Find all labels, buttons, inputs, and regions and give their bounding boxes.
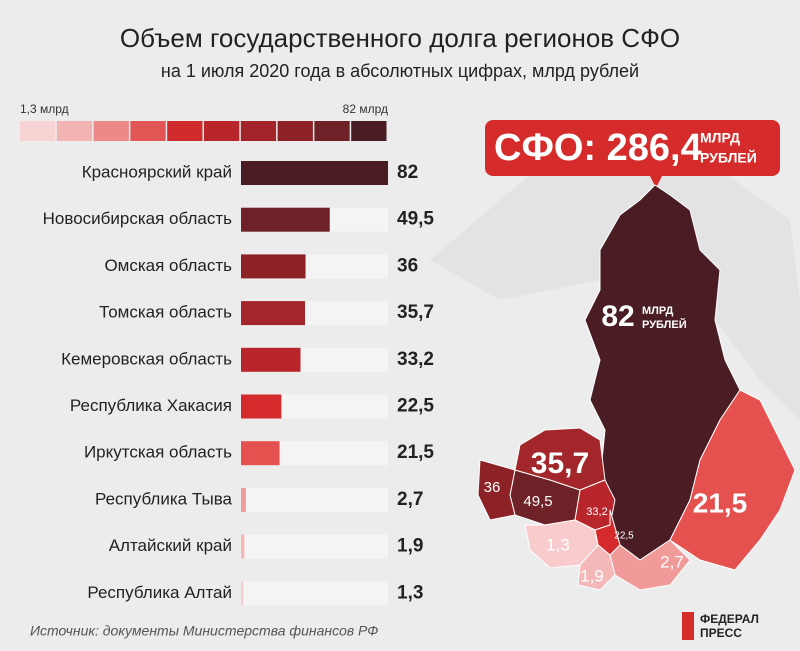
total-badge	[485, 120, 780, 176]
scale-swatch	[277, 121, 313, 141]
map-unit: РУБЛЕЙ	[642, 318, 687, 331]
map-value-label: 1,3	[546, 535, 570, 554]
bar-track	[241, 581, 388, 606]
bar	[241, 581, 244, 606]
scale-swatch	[130, 121, 166, 141]
scale-min-label: 1,3 млрд	[20, 102, 69, 116]
value-label: 36	[397, 255, 418, 276]
map-value-label: 21,5	[693, 487, 748, 518]
scale-swatch	[20, 121, 56, 141]
bar	[241, 207, 330, 232]
bar-track	[241, 487, 388, 512]
map-value-label: 2,7	[660, 552, 684, 571]
value-label: 1,9	[397, 536, 423, 557]
map-value-label: 22,5	[614, 531, 634, 542]
total-unit: РУБЛЕЙ	[700, 149, 757, 166]
value-label: 2,7	[397, 489, 423, 510]
value-label: 1,3	[397, 582, 423, 603]
category-label: Омская область	[104, 256, 232, 275]
scale-swatch	[56, 121, 93, 141]
bar	[241, 347, 301, 372]
category-label: Кемеровская область	[61, 349, 232, 368]
category-label: Республика Тыва	[95, 489, 233, 508]
value-label: 22,5	[397, 396, 434, 417]
logo-mark	[682, 612, 694, 640]
chart-subtitle: на 1 июля 2020 года в абсолютных цифрах,…	[161, 61, 639, 81]
scale-swatch	[93, 121, 129, 141]
map-region	[524, 519, 599, 569]
map-value-label: 49,5	[523, 493, 552, 510]
map-value-label: 82	[601, 300, 634, 333]
map-region	[669, 389, 796, 571]
chart-title: Объем государственного долга регионов СФ…	[120, 23, 680, 53]
source: Источник: документы Министерства финансо…	[30, 623, 378, 639]
map-unit: МЛРД	[642, 305, 674, 317]
category-label: Республика Алтай	[87, 583, 232, 602]
logo-text: ПРЕСС	[700, 626, 742, 640]
value-label: 82	[397, 162, 418, 183]
bar	[241, 534, 245, 559]
map-value-label: 1,9	[580, 566, 604, 585]
category-label: Новосибирская область	[43, 209, 232, 228]
bar	[241, 441, 280, 466]
bar	[241, 394, 282, 419]
bar	[241, 161, 388, 185]
scale-swatch	[351, 121, 387, 141]
map-region	[609, 539, 691, 591]
value-label: 49,5	[397, 209, 434, 230]
bar	[241, 254, 306, 279]
bar-track	[241, 534, 388, 559]
total-unit: МЛРД	[700, 130, 740, 146]
map-value-label: 35,7	[531, 447, 589, 480]
value-label: 21,5	[397, 442, 434, 463]
value-label: 33,2	[397, 349, 434, 370]
bar	[241, 487, 246, 512]
scale-swatch	[240, 121, 277, 141]
category-label: Алтайский край	[109, 536, 232, 555]
scale-swatch	[314, 121, 350, 141]
category-label: Иркутская область	[84, 443, 232, 462]
category-label: Красноярский край	[82, 162, 232, 181]
map-value-label: 33,2	[586, 506, 607, 518]
logo-text: ФЕДЕРАЛ	[700, 612, 759, 626]
total-value: СФО: 286,4	[494, 127, 702, 169]
bar	[241, 301, 305, 326]
category-label: Республика Хакасия	[70, 396, 232, 415]
scale-max-label: 82 млрд	[343, 102, 388, 116]
map-value-label: 36	[484, 479, 501, 496]
badge-pointer	[650, 176, 662, 188]
value-label: 35,7	[397, 302, 434, 323]
scale-swatch	[204, 121, 240, 141]
scale-swatch	[167, 121, 203, 141]
category-label: Томская область	[99, 303, 232, 322]
